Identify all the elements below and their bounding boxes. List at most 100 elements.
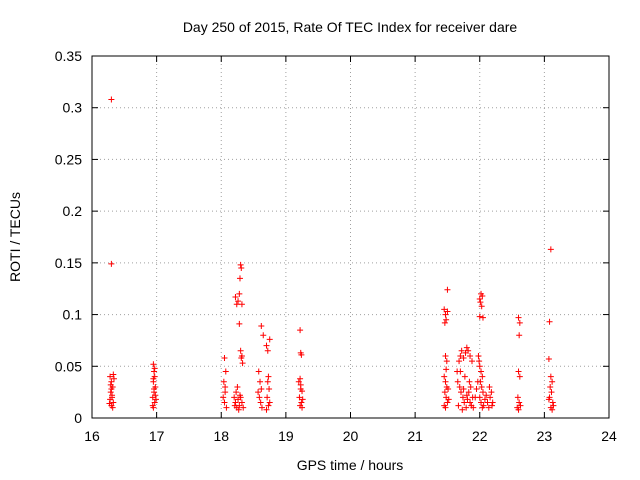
x-axis-label: GPS time / hours [297, 457, 404, 473]
data-point [236, 392, 243, 399]
data-point [467, 352, 474, 359]
data-point [265, 373, 272, 380]
data-point [299, 396, 306, 403]
data-point [479, 389, 486, 396]
data-point [108, 386, 115, 393]
data-point [110, 399, 117, 406]
data-point [151, 368, 158, 375]
data-point [484, 399, 491, 406]
data-point [240, 404, 247, 411]
data-point [466, 378, 473, 385]
data-point [236, 275, 243, 282]
data-point [515, 368, 522, 375]
data-point [221, 355, 228, 362]
y-tick-label: 0.3 [63, 100, 83, 116]
data-point [443, 358, 450, 365]
data-point [547, 246, 554, 253]
data-point [255, 368, 262, 375]
data-point [109, 404, 116, 411]
data-point [297, 375, 304, 382]
data-point [457, 352, 464, 359]
data-point [223, 404, 230, 411]
data-point [479, 373, 486, 380]
data-point [549, 406, 556, 413]
data-point [238, 265, 245, 272]
data-point [257, 399, 264, 406]
data-point [441, 319, 448, 326]
data-point [234, 383, 241, 390]
data-point [477, 299, 484, 306]
data-point [107, 381, 114, 388]
data-point [220, 378, 227, 385]
data-point [442, 352, 449, 359]
data-point [239, 360, 246, 367]
data-point [477, 378, 484, 385]
data-point [231, 394, 238, 401]
data-point [152, 396, 159, 403]
data-point [108, 260, 115, 267]
data-point [481, 396, 488, 403]
data-point [549, 399, 556, 406]
data-point [460, 386, 467, 393]
data-point [257, 378, 264, 385]
data-point [150, 361, 157, 368]
data-point [442, 378, 449, 385]
data-point [454, 378, 461, 385]
data-point [516, 399, 523, 406]
data-point [444, 308, 451, 315]
data-point [441, 389, 448, 396]
data-point [106, 400, 113, 407]
data-point [266, 336, 273, 343]
data-point [108, 378, 115, 385]
data-point [444, 286, 451, 293]
y-tick-labels: 0 0.05 0.1 0.15 0.2 0.25 0.3 0.35 [55, 48, 82, 426]
data-point [150, 375, 157, 382]
data-point [479, 292, 486, 299]
data-point [459, 394, 466, 401]
data-point [442, 404, 449, 411]
data-point [235, 298, 242, 305]
data-point [470, 404, 477, 411]
data-point [441, 306, 448, 313]
data-point [238, 355, 245, 362]
data-point [483, 392, 490, 399]
data-point [444, 399, 451, 406]
data-point [443, 316, 450, 323]
data-point [458, 347, 465, 354]
data-point [235, 406, 242, 413]
chart-title: Day 250 of 2015, Rate Of TEC Index for r… [183, 19, 518, 35]
x-tick-label: 16 [84, 428, 100, 444]
x-tick-label: 18 [213, 428, 229, 444]
data-point [265, 402, 272, 409]
data-point [258, 386, 265, 393]
data-point [455, 402, 462, 409]
data-point [295, 378, 302, 385]
data-point [547, 373, 554, 380]
data-point [232, 293, 239, 300]
data-point [263, 342, 270, 349]
data-point [298, 351, 305, 358]
data-point [487, 394, 494, 401]
data-point [475, 352, 482, 359]
y-tick-label: 0.25 [55, 151, 82, 167]
data-point [110, 371, 117, 378]
data-point [479, 314, 486, 321]
data-point [238, 301, 245, 308]
data-point [546, 318, 553, 325]
data-point [467, 399, 474, 406]
axis-ticks [91, 55, 610, 419]
y-tick-label: 0.15 [55, 255, 82, 271]
data-point [463, 344, 470, 351]
y-tick-label: 0.1 [63, 307, 83, 323]
data-point [457, 368, 464, 375]
data-point [233, 301, 240, 308]
data-point [237, 347, 244, 354]
data-point [463, 404, 470, 411]
data-point [445, 396, 452, 403]
grid [92, 56, 609, 418]
data-point [517, 402, 524, 409]
data-point [468, 358, 475, 365]
data-point [476, 394, 483, 401]
data-point [473, 386, 480, 393]
y-tick-label: 0.2 [63, 203, 83, 219]
